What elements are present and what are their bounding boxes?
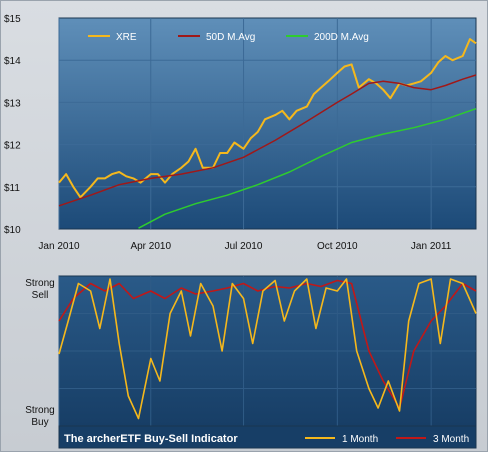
price-plot-area (58, 17, 477, 230)
series-50d-m-avg-line (58, 74, 477, 207)
indicator-title: The archerETF Buy-Sell Indicator (64, 433, 238, 445)
indicator-legend-bar (58, 425, 477, 449)
price-panel: $10 $11 $12 $13 $14 $15 Jan 2010 Apr 2010 Jul 2… (4, 14, 477, 252)
legend-label-xre: XRE (116, 32, 137, 43)
price-x-tick: Oct 2010 (317, 241, 358, 252)
price-x-tick-labels: Jan 2010 Apr 2010 Jul 2010 Oct 2010 Jan 2011 (38, 241, 451, 252)
legend-label-200d-m-avg: 200D M.Avg (314, 32, 369, 43)
legend-label-3-month: 3 Month (433, 434, 469, 445)
indicator-legend: 1 Month 3 Month (305, 434, 469, 445)
price-y-tick: $10 (4, 225, 21, 236)
price-y-tick: $15 (4, 14, 21, 25)
indicator-label-strong-sell: Strong (25, 278, 54, 289)
price-y-tick: $13 (4, 98, 21, 109)
price-y-tick: $11 (4, 183, 20, 194)
series-1-month-line (58, 278, 477, 420)
price-series-group (58, 38, 477, 229)
price-legend: XRE 50D M.Avg 200D M.Avg (88, 32, 369, 43)
indicator-label-strong-buy: Buy (31, 417, 48, 428)
legend-label-1-month: 1 Month (342, 434, 378, 445)
price-y-tick-labels: $10 $11 $12 $13 $14 $15 (4, 14, 21, 236)
indicator-label-strong-buy: Strong (25, 405, 54, 416)
legend-label-50d-m-avg: 50D M.Avg (206, 32, 255, 43)
series-200d-m-avg-line (138, 107, 477, 229)
price-y-tick: $12 (4, 141, 21, 152)
price-x-tick: Apr 2010 (130, 241, 171, 252)
indicator-series-group (58, 278, 477, 420)
price-x-tick: Jan 2011 (411, 241, 452, 252)
price-x-tick: Jan 2010 (38, 241, 80, 252)
price-x-tick: Jul 2010 (225, 241, 263, 252)
price-y-tick: $14 (4, 56, 21, 67)
indicator-label-strong-sell: Sell (32, 290, 49, 301)
